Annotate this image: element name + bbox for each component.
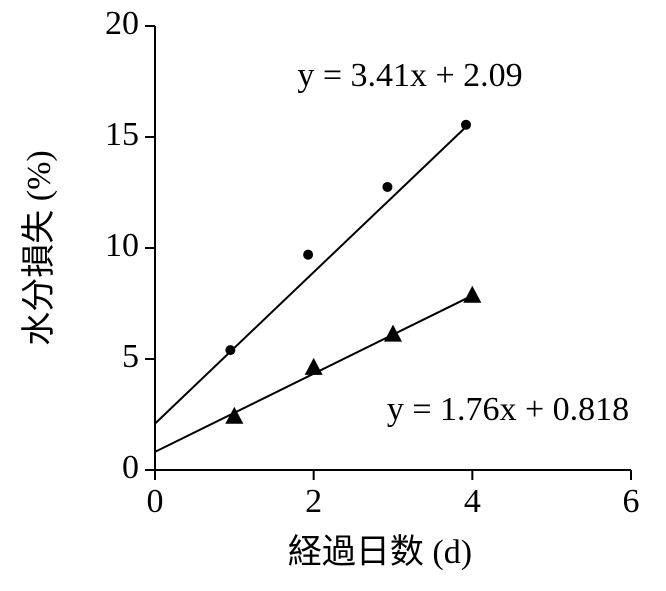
x-tick-label: 2 xyxy=(305,483,322,520)
x-tick-label: 6 xyxy=(623,483,640,520)
trendline xyxy=(154,126,467,425)
data-point xyxy=(225,345,236,356)
y-tick-label: 0 xyxy=(122,449,139,486)
data-point xyxy=(382,181,393,192)
y-tick-label: 20 xyxy=(105,5,139,42)
trendline-equation: y = 1.76x + 0.818 xyxy=(387,391,629,428)
data-point xyxy=(384,324,402,342)
y-tick-label: 15 xyxy=(105,116,139,153)
trendline-equation: y = 3.41x + 2.09 xyxy=(297,57,522,94)
data-point xyxy=(225,406,244,424)
y-tick-label: 5 xyxy=(122,338,139,375)
data-point xyxy=(304,357,323,375)
data-point xyxy=(463,285,482,303)
x-axis-label: 経過日数 (d) xyxy=(288,533,472,571)
x-tick-label: 0 xyxy=(147,483,164,520)
y-tick-label: 10 xyxy=(105,227,139,264)
data-point xyxy=(460,119,471,130)
y-axis-label: 水分損失 (%) xyxy=(20,150,58,345)
data-point xyxy=(303,249,314,260)
x-tick-label: 4 xyxy=(464,483,481,520)
